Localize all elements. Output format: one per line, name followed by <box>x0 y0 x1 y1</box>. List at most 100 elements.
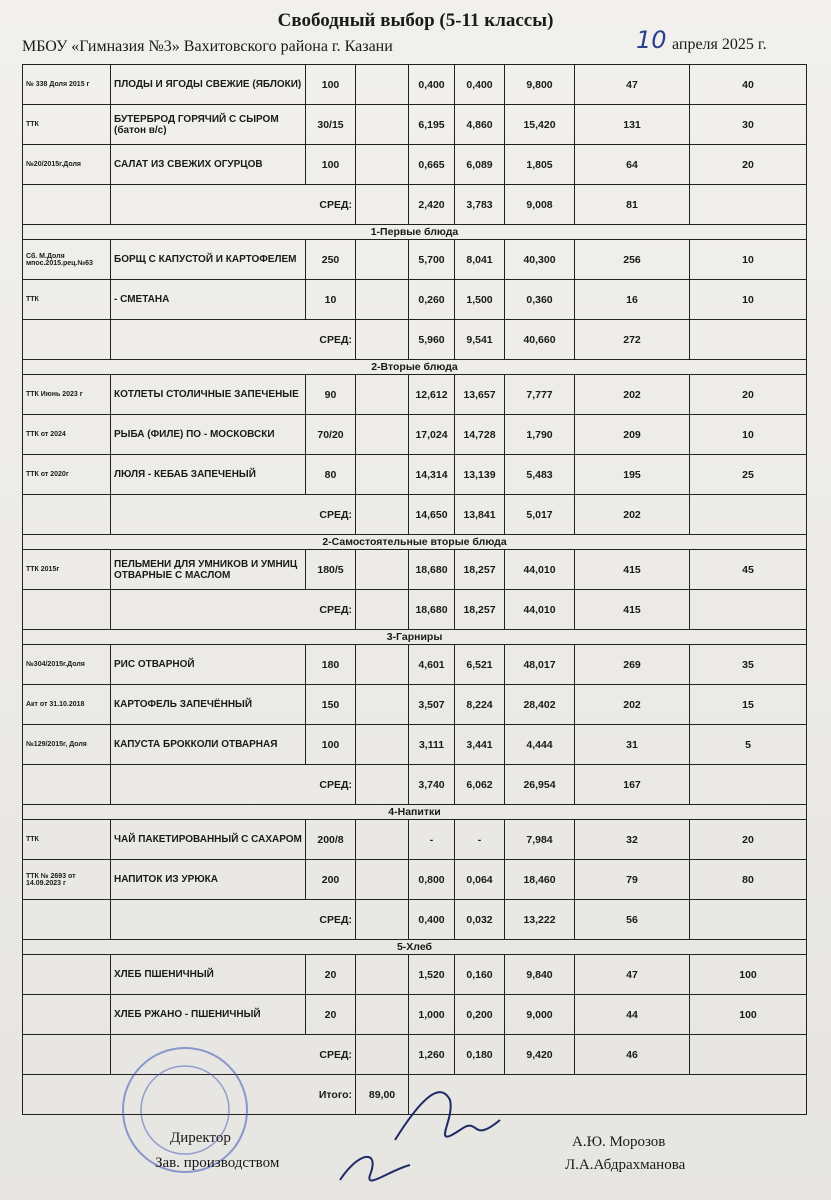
kcal: 269 <box>574 644 690 685</box>
school: МБОУ «Гимназия №3» Вахитовского района г… <box>22 38 393 55</box>
price: 20 <box>689 819 807 860</box>
yield: 80 <box>305 454 356 495</box>
average-label: СРЕД: <box>110 494 356 535</box>
production-label: Зав. производством <box>155 1155 280 1171</box>
empty-cell <box>22 764 111 805</box>
fat: 0,160 <box>454 954 505 995</box>
dish-name: КОТЛЕТЫ СТОЛИЧНЫЕ ЗАПЕЧЕНЫЕ <box>110 374 306 415</box>
kcal: 47 <box>574 954 690 995</box>
average-carbs: 26,954 <box>504 764 575 805</box>
price: 15 <box>689 684 807 725</box>
stamp-inner <box>140 1065 230 1155</box>
table-row: СРЕД: 0,400 0,032 13,222 56 <box>22 899 807 940</box>
dish-name: БОРЩ С КАПУСТОЙ И КАРТОФЕЛЕМ <box>110 239 306 280</box>
kcal: 195 <box>574 454 690 495</box>
average-kcal: 46 <box>574 1034 690 1075</box>
fat: 0,400 <box>454 64 505 105</box>
fat: 3,441 <box>454 724 505 765</box>
protein: 0,400 <box>408 64 455 105</box>
table-row: Сб. М.Доля мпос.2015.рец.№63 БОРЩ С КАПУС… <box>22 239 807 280</box>
table-row: СРЕД: 2,420 3,783 9,008 81 <box>22 184 807 225</box>
price: 20 <box>689 144 807 185</box>
title: Свободный выбор (5-11 классы) <box>277 10 554 31</box>
average-fat: 0,180 <box>454 1034 505 1075</box>
average-kcal: 272 <box>574 319 690 360</box>
protein: 6,195 <box>408 104 455 145</box>
empty-cell <box>355 724 409 765</box>
protein: - <box>408 819 455 860</box>
table-row: ТТК от 2024 РЫБА (ФИЛЕ) ПО - МОСКОВСКИ 70/… <box>22 414 807 455</box>
fat: 6,521 <box>454 644 505 685</box>
protein: 1,520 <box>408 954 455 995</box>
empty-cell <box>355 494 409 535</box>
average-kcal: 81 <box>574 184 690 225</box>
average-carbs: 9,008 <box>504 184 575 225</box>
price: 40 <box>689 64 807 105</box>
production-name: Л.А.Абдрахманова <box>565 1157 686 1173</box>
recipe-ref: ТТК 2015г <box>22 549 111 590</box>
average-kcal: 202 <box>574 494 690 535</box>
table-row: № 338 Доля 2015 г ПЛОДЫ И ЯГОДЫ СВЕЖИЕ (Я… <box>22 64 807 105</box>
table-row: СРЕД: 1,260 0,180 9,420 46 <box>22 1034 807 1075</box>
recipe-ref <box>22 994 111 1035</box>
kcal: 256 <box>574 239 690 280</box>
carbs: 7,777 <box>504 374 575 415</box>
recipe-ref: №20/2015г.Доля <box>22 144 111 185</box>
signature <box>339 1155 411 1182</box>
yield: 250 <box>305 239 356 280</box>
kcal: 44 <box>574 994 690 1035</box>
fat: 0,064 <box>454 859 505 900</box>
director-name: А.Ю. Морозов <box>572 1134 666 1150</box>
protein: 18,680 <box>408 549 455 590</box>
carbs: 7,984 <box>504 819 575 860</box>
recipe-ref: ТТК № 2693 от 14.09.2023 г <box>22 859 111 900</box>
dish-name: БУТЕРБРОД ГОРЯЧИЙ С СЫРОМ (батон в/с) <box>110 104 306 145</box>
protein: 3,507 <box>408 684 455 725</box>
recipe-ref: № 338 Доля 2015 г <box>22 64 111 105</box>
yield: 20 <box>305 994 356 1035</box>
kcal: 131 <box>574 104 690 145</box>
average-protein: 0,400 <box>408 899 455 940</box>
recipe-ref: ТТК от 2024 <box>22 414 111 455</box>
average-label: СРЕД: <box>110 589 356 630</box>
carbs: 1,805 <box>504 144 575 185</box>
dish-name: ЧАЙ ПАКЕТИРОВАННЫЙ С САХАРОМ <box>110 819 306 860</box>
kcal: 31 <box>574 724 690 765</box>
empty-cell <box>408 1074 807 1115</box>
fat: 14,728 <box>454 414 505 455</box>
carbs: 9,800 <box>504 64 575 105</box>
table-row: ТТК № 2693 от 14.09.2023 г НАПИТОК ИЗ УРЮ… <box>22 859 807 900</box>
section-title: 2-Самостоятельные вторые блюда <box>22 534 807 550</box>
recipe-ref: ТТК от 2020г <box>22 454 111 495</box>
empty-cell <box>689 899 807 940</box>
empty-cell <box>355 764 409 805</box>
average-carbs: 40,660 <box>504 319 575 360</box>
empty-cell <box>355 64 409 105</box>
table-row: Итого: 89,00 <box>22 1074 807 1115</box>
empty-cell <box>22 319 111 360</box>
table-row: №20/2015г.Доля САЛАТ ИЗ СВЕЖИХ ОГУРЦОВ 100… <box>22 144 807 185</box>
average-protein: 5,960 <box>408 319 455 360</box>
carbs: 15,420 <box>504 104 575 145</box>
table-row: №304/2015г.Доля РИС ОТВАРНОЙ 180 4,601 6,521… <box>22 644 807 685</box>
empty-cell <box>22 1034 111 1075</box>
fat: - <box>454 819 505 860</box>
kcal: 415 <box>574 549 690 590</box>
average-label: СРЕД: <box>110 764 356 805</box>
carbs: 5,483 <box>504 454 575 495</box>
protein: 0,260 <box>408 279 455 320</box>
day: 10 <box>636 26 667 54</box>
month-year: апреля 2025 г. <box>672 36 767 53</box>
average-fat: 18,257 <box>454 589 505 630</box>
protein: 1,000 <box>408 994 455 1035</box>
empty-cell <box>22 899 111 940</box>
yield: 100 <box>305 144 356 185</box>
signature <box>394 1091 501 1141</box>
total-value: 89,00 <box>355 1074 409 1115</box>
average-fat: 0,032 <box>454 899 505 940</box>
stamp <box>122 1047 248 1173</box>
fat: 8,041 <box>454 239 505 280</box>
carbs: 9,840 <box>504 954 575 995</box>
average-kcal: 56 <box>574 899 690 940</box>
